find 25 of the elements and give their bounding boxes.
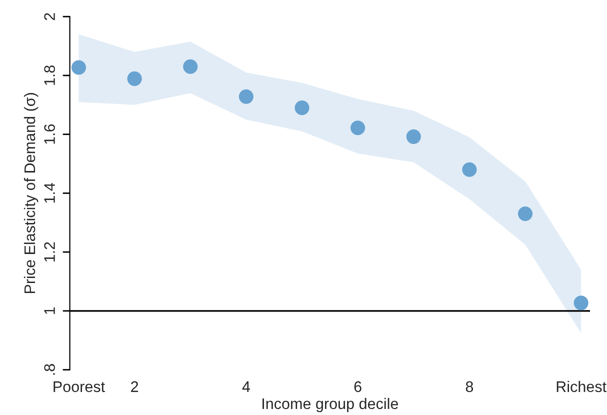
y-tick-label: 1 xyxy=(44,307,55,314)
y-tick-label: 1.2 xyxy=(44,242,55,262)
y-axis-title: Price Elasticity of Demand (σ) xyxy=(24,93,38,294)
point xyxy=(574,296,588,310)
point xyxy=(350,120,366,136)
x-tick-label: 6 xyxy=(354,381,362,392)
point xyxy=(127,71,142,86)
x-axis-title: Income group decile xyxy=(262,398,398,412)
point xyxy=(71,60,86,75)
x-tick-label: 8 xyxy=(466,381,474,392)
x-tick-label: Poorest xyxy=(54,381,105,392)
point xyxy=(183,59,198,74)
y-tick-label: 1.6 xyxy=(44,124,55,144)
point xyxy=(518,206,533,222)
y-tick-label: 2 xyxy=(44,13,55,20)
point xyxy=(294,100,310,116)
x-tick-label: 4 xyxy=(242,381,250,392)
x-tick-label: 2 xyxy=(131,381,138,392)
x-tick-label: Richest xyxy=(556,380,606,392)
point xyxy=(462,162,477,177)
y-tick-label: .8 xyxy=(44,364,55,375)
y-tick-label: 1.8 xyxy=(44,66,55,85)
point xyxy=(406,129,421,144)
point xyxy=(238,89,254,104)
y-tick-label: 1.4 xyxy=(44,183,55,203)
